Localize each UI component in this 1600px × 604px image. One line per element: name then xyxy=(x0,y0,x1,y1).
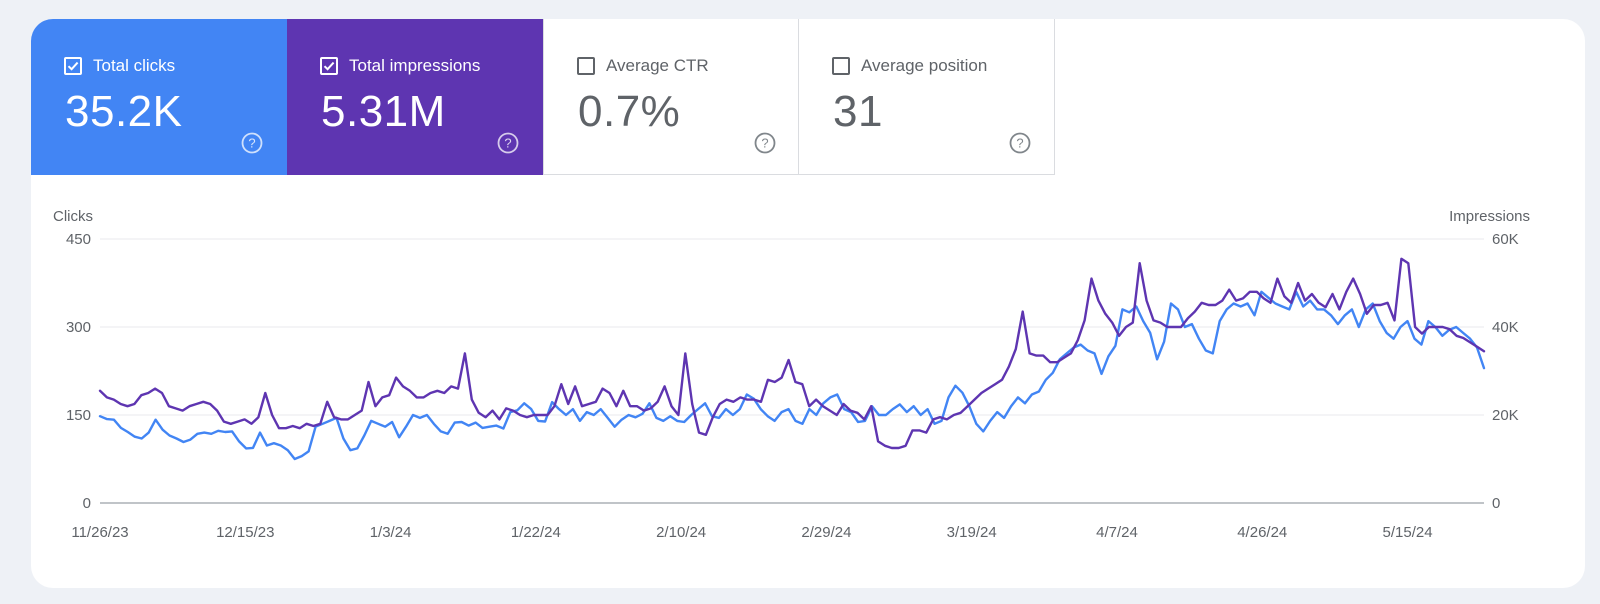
right-axis-title: Impressions xyxy=(1449,208,1530,225)
left-axis-tick-label: 450 xyxy=(66,231,91,248)
right-axis-ticks: 0 20K 40K 60K xyxy=(1492,231,1519,512)
average-position-header: Average position xyxy=(832,56,987,76)
help-circle-icon[interactable]: ? xyxy=(497,132,519,154)
total-clicks-value: 35.2K xyxy=(65,87,183,136)
svg-text:?: ? xyxy=(761,136,768,151)
x-axis-tick-label: 4/26/24 xyxy=(1237,524,1287,541)
total-clicks-label: Total clicks xyxy=(93,56,176,75)
average-position-card[interactable]: Average position 31 ? xyxy=(799,19,1055,175)
total-impressions-header: Total impressions xyxy=(320,56,480,76)
svg-text:?: ? xyxy=(1016,136,1023,151)
average-ctr-card[interactable]: Average CTR 0.7% ? xyxy=(543,19,799,175)
x-axis-tick-label: 1/3/24 xyxy=(370,524,412,541)
checkbox-icon[interactable] xyxy=(577,57,595,75)
x-axis-ticks: 11/26/23 12/15/23 1/3/24 1/22/24 2/10/24 2/29… xyxy=(71,524,1432,541)
x-axis-tick-label: 12/15/23 xyxy=(216,524,274,541)
left-axis-tick-label: 300 xyxy=(66,319,91,336)
x-axis-tick-label: 5/15/24 xyxy=(1383,524,1433,541)
left-axis-tick-label: 0 xyxy=(83,495,91,512)
help-circle-icon[interactable]: ? xyxy=(1009,132,1031,154)
help-circle-icon[interactable]: ? xyxy=(241,132,263,154)
total-impressions-value: 5.31M xyxy=(321,87,446,136)
average-position-value: 31 xyxy=(833,87,883,136)
performance-chart: Clicks Impressions 0 150 300 450 0 20K 40K 60K… xyxy=(53,208,1530,541)
chart-series xyxy=(98,257,1486,461)
left-axis-title: Clicks xyxy=(53,208,93,225)
right-axis-tick-label: 0 xyxy=(1492,495,1500,512)
right-axis-tick-label: 60K xyxy=(1492,231,1519,248)
x-axis-tick-label: 3/19/24 xyxy=(947,524,997,541)
svg-text:?: ? xyxy=(504,136,511,151)
average-ctr-label: Average CTR xyxy=(606,56,709,75)
x-axis-tick-label: 2/29/24 xyxy=(801,524,851,541)
total-impressions-card[interactable]: Total impressions 5.31M ? xyxy=(287,19,543,175)
total-clicks-header: Total clicks xyxy=(64,56,175,76)
total-impressions-label: Total impressions xyxy=(349,56,481,75)
x-axis-tick-label: 4/7/24 xyxy=(1096,524,1138,541)
impressions-series-line xyxy=(98,257,1486,450)
clicks-series-line xyxy=(98,290,1486,461)
checkbox-icon[interactable] xyxy=(320,57,338,75)
performance-panel: Total clicks 35.2K ? Total impressions 5… xyxy=(31,19,1585,588)
x-axis-tick-label: 2/10/24 xyxy=(656,524,706,541)
total-clicks-card[interactable]: Total clicks 35.2K ? xyxy=(31,19,287,175)
x-axis-tick-label: 1/22/24 xyxy=(511,524,561,541)
left-axis-ticks: 0 150 300 450 xyxy=(66,231,91,512)
x-axis-tick-label: 11/26/23 xyxy=(71,524,128,541)
checkbox-icon[interactable] xyxy=(64,57,82,75)
checkbox-icon[interactable] xyxy=(832,57,850,75)
metric-cards: Total clicks 35.2K ? Total impressions 5… xyxy=(31,19,1055,175)
left-axis-tick-label: 150 xyxy=(66,407,91,424)
average-position-label: Average position xyxy=(861,56,988,75)
average-ctr-value: 0.7% xyxy=(578,87,681,136)
right-axis-tick-label: 40K xyxy=(1492,319,1519,336)
svg-text:?: ? xyxy=(248,136,255,151)
average-ctr-header: Average CTR xyxy=(577,56,709,76)
right-axis-tick-label: 20K xyxy=(1492,407,1519,424)
help-circle-icon[interactable]: ? xyxy=(754,132,776,154)
